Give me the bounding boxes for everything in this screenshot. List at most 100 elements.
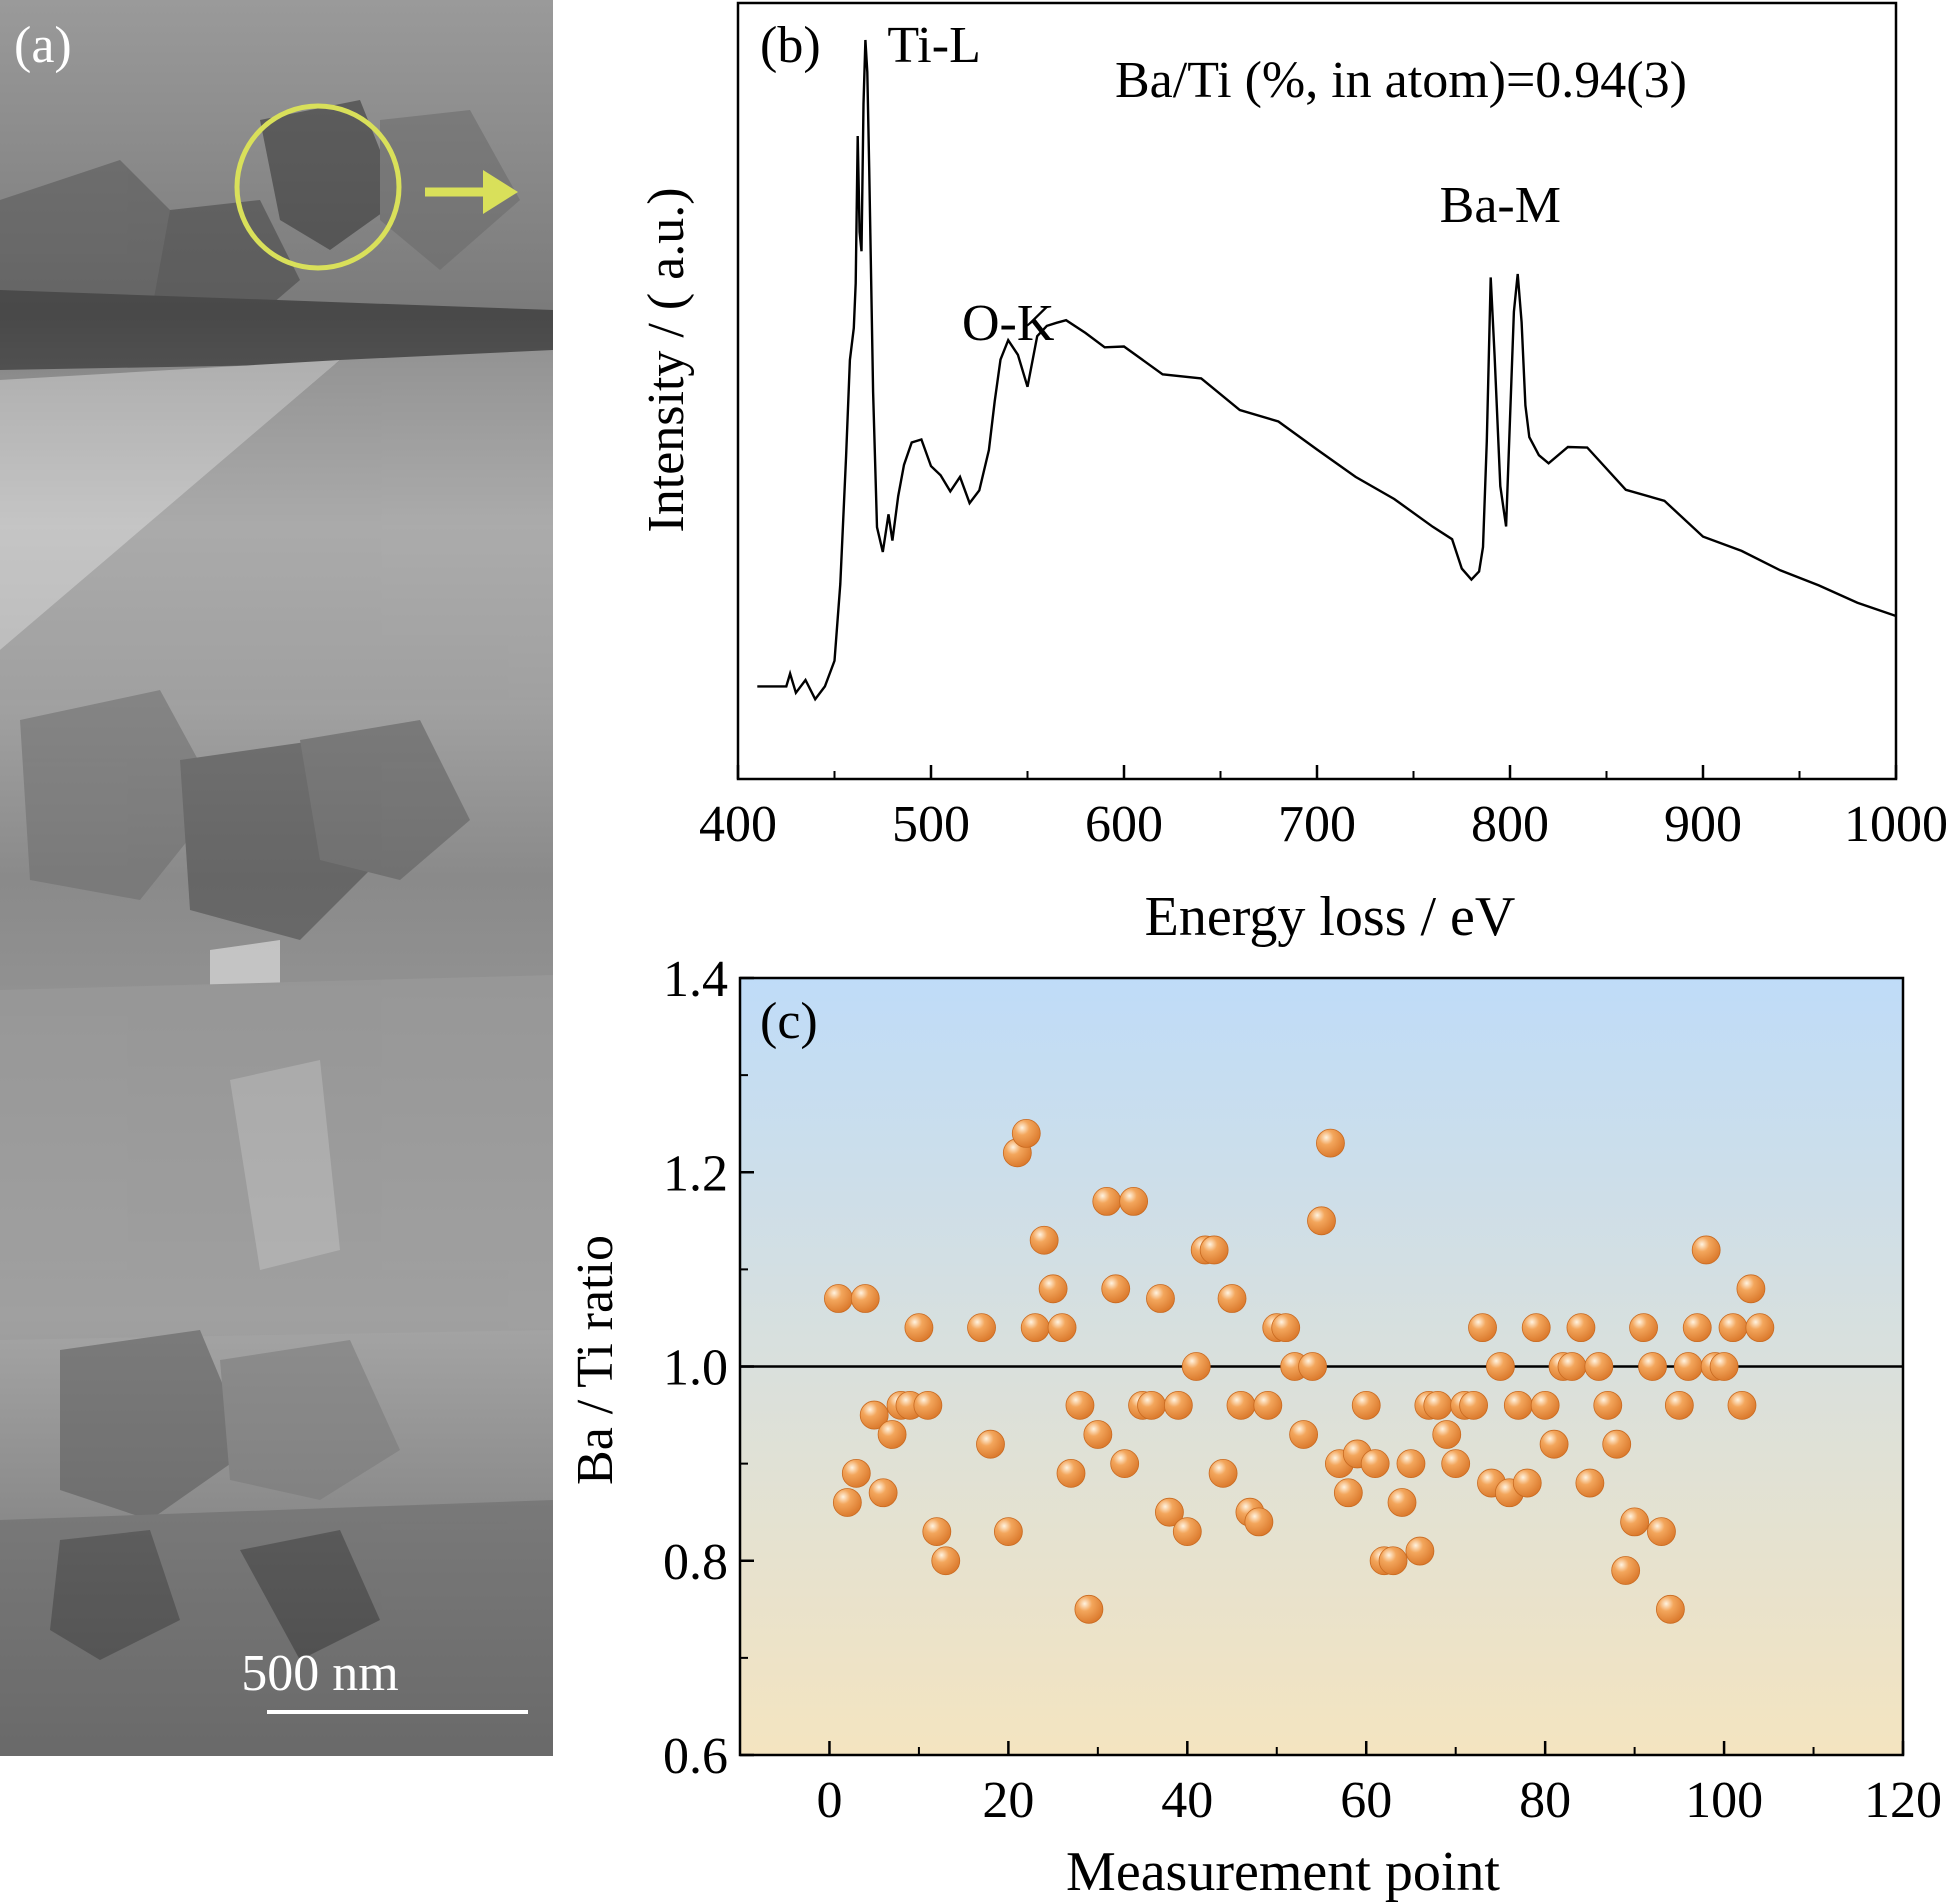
scatter-point	[1647, 1517, 1676, 1547]
scatter-point	[1745, 1313, 1775, 1343]
scatter-y-tick-label: 1.0	[663, 1340, 728, 1397]
scatter-point	[1423, 1390, 1453, 1420]
scatter-point	[1620, 1507, 1650, 1537]
scatter-point	[1298, 1352, 1327, 1381]
scatter-point	[1011, 1119, 1041, 1148]
scatter-point	[904, 1313, 934, 1343]
scatter-point	[1029, 1225, 1059, 1255]
scatter-x-tick-label: 20	[982, 1772, 1034, 1829]
panel-c-label: (c)	[760, 993, 818, 1050]
highlight-circle	[234, 103, 402, 271]
scatter-point	[824, 1284, 853, 1313]
scatter-point	[1727, 1390, 1757, 1420]
scatter-point	[859, 1400, 889, 1430]
spectrum-peak-labels: Ti-L O-K Ba-M	[887, 17, 1561, 352]
panel-b-label: (b)	[760, 17, 821, 74]
scatter-point	[1020, 1313, 1050, 1343]
scatter-point	[1396, 1449, 1426, 1479]
scatter-point	[1664, 1390, 1694, 1420]
scatter-point	[850, 1284, 880, 1313]
scatter-point	[1656, 1594, 1685, 1624]
spectrum-x-tick-label: 700	[1278, 796, 1356, 853]
scatter-point	[1611, 1556, 1641, 1585]
scatter-point	[1718, 1313, 1748, 1343]
scatter-points	[824, 1119, 1775, 1624]
spectrum-x-tick-label: 900	[1664, 796, 1742, 853]
scatter-point	[1217, 1284, 1247, 1313]
spectrum-x-tick-label: 500	[892, 796, 970, 853]
scatter-y-tick-label: 1.2	[663, 1145, 728, 1202]
ba-ti-annotation: Ba/Ti (%, in atom)=0.94(3)	[1115, 52, 1687, 109]
scatter-point	[1119, 1186, 1149, 1216]
scatter-point	[1092, 1186, 1122, 1216]
spectrum-series-line	[757, 39, 1897, 702]
spectrum-x-tick-label: 400	[699, 796, 777, 853]
tem-image-panel: (a) 500 nm	[0, 0, 553, 1756]
scatter-point	[1244, 1507, 1274, 1537]
scatter-point	[1101, 1274, 1131, 1304]
scatter-point	[1673, 1352, 1703, 1381]
spectrum-x-tick-label: 600	[1085, 796, 1163, 853]
scatter-point	[1155, 1497, 1184, 1527]
scatter-point	[967, 1313, 996, 1343]
scatter-x-tick-label: 40	[1161, 1772, 1213, 1829]
scatter-y-axis-label: Ba / Ti ratio	[567, 1235, 624, 1485]
scatter-point	[1110, 1449, 1140, 1479]
scatter-x-tick-label: 100	[1685, 1772, 1763, 1829]
scatter-point	[913, 1390, 943, 1420]
scatter-point	[1512, 1468, 1542, 1498]
scatter-point	[1387, 1488, 1417, 1517]
scatter-point	[1333, 1478, 1363, 1508]
scatter-point	[1378, 1546, 1408, 1576]
scatter-point	[1441, 1449, 1471, 1479]
scatter-point	[1459, 1390, 1488, 1420]
scatter-x-axis-label: Measurement point	[1066, 1841, 1500, 1902]
scatter-point	[1307, 1206, 1336, 1236]
scatter-point	[1629, 1313, 1658, 1343]
scatter-point	[1691, 1235, 1721, 1265]
arrow-right-icon	[425, 170, 518, 214]
scatter-point	[1083, 1420, 1113, 1449]
spectrum-x-tick-label: 800	[1471, 796, 1549, 853]
scatter-point	[1539, 1429, 1569, 1459]
panel-a-label: (a)	[14, 17, 72, 74]
scatter-point	[1226, 1390, 1256, 1420]
scatter-point	[1575, 1468, 1605, 1498]
spectrum-plot-frame	[736, 1, 1898, 781]
scatter-point	[832, 1488, 862, 1517]
scatter-point	[1503, 1390, 1533, 1420]
scatter-point	[1172, 1517, 1202, 1547]
spectrum-x-axis-label: Energy loss / eV	[1145, 886, 1516, 948]
scale-bar-label: 500 nm	[241, 1645, 398, 1702]
peak-label: O-K	[962, 295, 1055, 352]
scatter-point	[1360, 1449, 1390, 1479]
scatter-point	[1065, 1390, 1095, 1420]
scatter-point	[877, 1420, 907, 1449]
scatter-point	[1521, 1313, 1551, 1343]
scatter-point	[1199, 1235, 1229, 1265]
scatter-y-tick-label: 0.6	[663, 1728, 728, 1785]
scatter-point	[1566, 1313, 1596, 1343]
scatter-point	[1146, 1284, 1175, 1313]
scatter-point	[931, 1546, 961, 1576]
scatter-point	[1271, 1313, 1301, 1343]
scatter-x-tick-label: 60	[1340, 1772, 1392, 1829]
scatter-x-tick-label: 80	[1519, 1772, 1571, 1829]
scatter-point	[1736, 1274, 1766, 1304]
scatter-point	[1638, 1352, 1667, 1381]
scatter-point	[1208, 1458, 1238, 1488]
scatter-point	[1137, 1390, 1166, 1420]
scatter-point	[1056, 1458, 1086, 1488]
spectrum-x-tick-label: 1000	[1844, 796, 1948, 853]
scatter-point	[1038, 1274, 1068, 1304]
scatter-point	[922, 1517, 952, 1547]
spectrum-x-ticks: 400 500 600 700 800 900 1000	[699, 765, 1948, 853]
scatter-point	[1593, 1390, 1623, 1420]
scatter-point	[1468, 1313, 1497, 1343]
eels-spectrum-chart: 400 500 600 700 800 900 1000 (b) Ti-L O-K Ba-M B…	[638, 1, 1948, 948]
spectrum-y-axis-label: Intensity / ( a.u.)	[638, 187, 695, 532]
scatter-point	[1709, 1352, 1739, 1381]
ba-ti-ratio-chart: 0 20 40 60 80 100 120 0.6 0.8 1.0 1.2 1.4 (c) Measu…	[567, 951, 1942, 1902]
scatter-point	[976, 1429, 1005, 1459]
